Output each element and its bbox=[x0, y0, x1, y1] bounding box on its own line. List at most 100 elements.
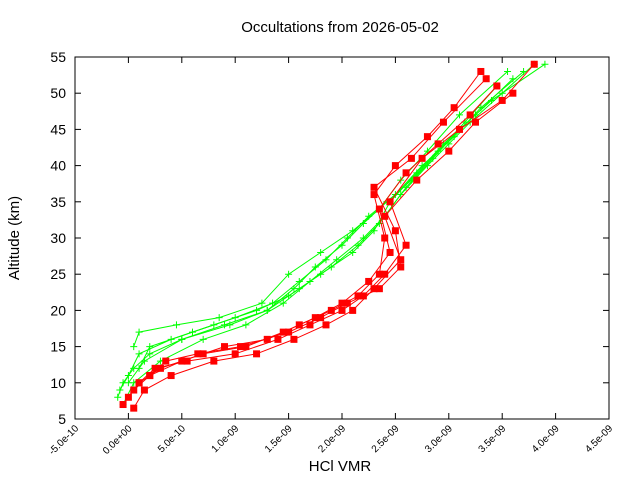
data-point bbox=[242, 321, 250, 329]
data-point bbox=[541, 60, 549, 68]
y-tick-label: 50 bbox=[50, 85, 66, 101]
data-point bbox=[306, 321, 314, 329]
data-point bbox=[124, 379, 132, 387]
y-tick-label: 25 bbox=[50, 266, 66, 282]
data-point bbox=[530, 60, 538, 68]
y-tick-label: 35 bbox=[50, 194, 66, 210]
series-2 bbox=[119, 60, 538, 412]
data-point bbox=[338, 241, 346, 249]
data-point bbox=[215, 314, 223, 322]
data-point bbox=[375, 285, 383, 293]
data-point bbox=[116, 386, 124, 394]
data-point bbox=[306, 277, 314, 285]
data-point bbox=[135, 379, 143, 387]
data-point bbox=[375, 270, 383, 278]
data-point bbox=[322, 321, 330, 329]
y-tick-label: 20 bbox=[50, 302, 66, 318]
data-point bbox=[285, 270, 293, 278]
data-point bbox=[349, 248, 357, 256]
data-point bbox=[434, 147, 442, 155]
data-point bbox=[237, 343, 245, 351]
data-point bbox=[375, 205, 383, 213]
data-point bbox=[381, 212, 389, 220]
data-point bbox=[156, 364, 164, 372]
data-point bbox=[199, 350, 207, 358]
data-point bbox=[402, 241, 410, 249]
data-point bbox=[333, 256, 341, 264]
data-point bbox=[359, 234, 367, 242]
data-point bbox=[210, 357, 218, 365]
y-tick-label: 10 bbox=[50, 375, 66, 391]
data-point bbox=[242, 343, 250, 351]
series-line bbox=[149, 78, 487, 376]
plot-data bbox=[114, 60, 549, 412]
data-point bbox=[130, 404, 138, 412]
data-point bbox=[183, 357, 191, 365]
data-point bbox=[370, 285, 378, 293]
data-point bbox=[231, 314, 239, 322]
data-point bbox=[354, 292, 362, 300]
data-point bbox=[151, 364, 159, 372]
data-point bbox=[114, 393, 122, 401]
data-point bbox=[498, 96, 506, 104]
data-point bbox=[386, 248, 394, 256]
data-point bbox=[172, 321, 180, 329]
data-point bbox=[119, 401, 127, 409]
data-point bbox=[290, 285, 298, 293]
data-point bbox=[317, 314, 325, 322]
data-point bbox=[509, 89, 517, 97]
data-point bbox=[466, 111, 474, 119]
data-point bbox=[482, 75, 490, 83]
y-tick-label: 45 bbox=[50, 121, 66, 137]
data-point bbox=[407, 154, 415, 162]
series-line bbox=[127, 85, 498, 384]
y-axis-ticks: 5 10 15 20 25 30 35 40 45 50 55 bbox=[50, 49, 609, 427]
data-point bbox=[450, 104, 458, 112]
data-point bbox=[520, 67, 528, 75]
data-point bbox=[327, 306, 335, 314]
data-point bbox=[402, 169, 410, 177]
y-tick-label: 40 bbox=[50, 158, 66, 174]
data-point bbox=[253, 350, 261, 358]
data-point bbox=[285, 328, 293, 336]
data-point bbox=[140, 357, 148, 365]
data-point bbox=[146, 350, 154, 358]
data-point bbox=[413, 176, 421, 184]
y-axis-label: Altitude (km) bbox=[6, 196, 23, 280]
series-line bbox=[138, 71, 524, 369]
data-point bbox=[365, 277, 373, 285]
data-point bbox=[194, 350, 202, 358]
data-point bbox=[226, 321, 234, 329]
data-point bbox=[477, 67, 485, 75]
data-point bbox=[472, 118, 479, 126]
data-point bbox=[263, 306, 271, 314]
data-point bbox=[397, 256, 405, 264]
data-point bbox=[338, 306, 346, 314]
data-point bbox=[135, 350, 143, 358]
data-point bbox=[338, 299, 346, 307]
data-point bbox=[274, 335, 282, 343]
data-point bbox=[386, 198, 394, 206]
data-point bbox=[199, 335, 207, 343]
data-point bbox=[146, 343, 154, 351]
data-point bbox=[455, 125, 463, 133]
data-point bbox=[370, 183, 378, 191]
data-point bbox=[418, 154, 426, 162]
data-point bbox=[445, 147, 453, 155]
y-tick-label: 30 bbox=[50, 230, 66, 246]
data-point bbox=[124, 393, 132, 401]
data-point bbox=[124, 372, 132, 380]
data-point bbox=[370, 191, 378, 199]
data-point bbox=[343, 299, 351, 307]
data-point bbox=[188, 328, 196, 336]
data-point bbox=[290, 335, 298, 343]
data-point bbox=[391, 227, 399, 235]
data-point bbox=[263, 335, 271, 343]
y-tick-label: 55 bbox=[50, 49, 66, 65]
data-point bbox=[231, 350, 239, 358]
data-point bbox=[381, 270, 389, 278]
data-point bbox=[146, 372, 154, 380]
data-point bbox=[493, 82, 501, 90]
x-axis-label: HCl VMR bbox=[309, 458, 372, 475]
chart-title: Occultations from 2026-05-02 bbox=[241, 19, 439, 36]
